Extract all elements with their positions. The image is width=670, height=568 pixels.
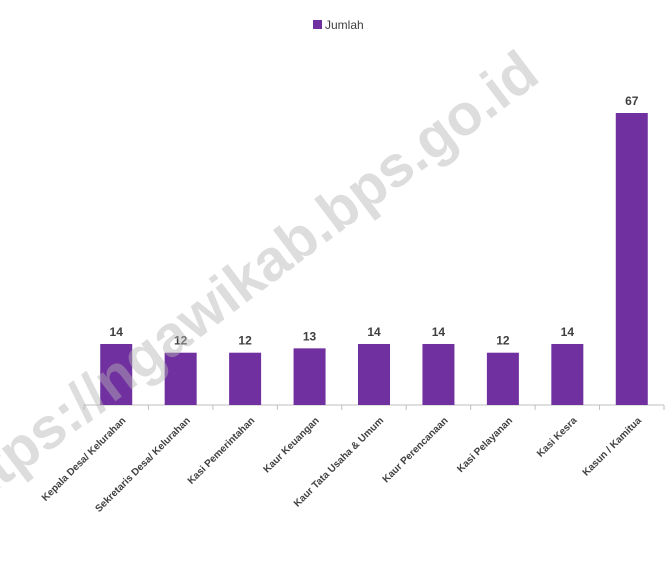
bar-5 — [358, 343, 390, 405]
bar-2 — [164, 352, 197, 405]
bar-9 — [615, 113, 648, 405]
legend: Jumlah — [313, 18, 364, 32]
data-label: 13 — [303, 329, 317, 343]
bar-8 — [551, 343, 584, 405]
bar-1 — [100, 343, 133, 405]
data-label: 12 — [238, 334, 252, 348]
x-axis-ticks — [83, 405, 665, 410]
x-tick-label: Kasun / Kamitua — [581, 415, 644, 478]
data-labels: 14 12 12 13 14 14 12 14 67 — [110, 94, 639, 348]
x-tick-label: Kasi Pemerintahan — [186, 415, 257, 486]
data-label: 14 — [432, 325, 446, 339]
legend-label: Jumlah — [325, 18, 364, 32]
data-label: 14 — [110, 325, 124, 339]
bar-3 — [229, 352, 262, 405]
data-label: 12 — [174, 334, 188, 348]
data-label: 14 — [561, 325, 575, 339]
bar-4 — [293, 348, 326, 405]
data-label: 14 — [367, 325, 381, 339]
data-label: 12 — [496, 334, 510, 348]
x-tick-label: Kasi Kesra — [535, 415, 580, 460]
bar-6 — [422, 343, 455, 405]
data-label: 67 — [625, 94, 639, 108]
x-tick-label: Kaur Perencanaan — [381, 415, 451, 485]
legend-swatch — [313, 20, 322, 29]
x-tick-label: Kaur Keuangan — [262, 415, 322, 475]
x-tick-label: Kasi Pelayanan — [455, 415, 515, 475]
bars — [100, 113, 648, 405]
bar-7 — [486, 352, 519, 405]
